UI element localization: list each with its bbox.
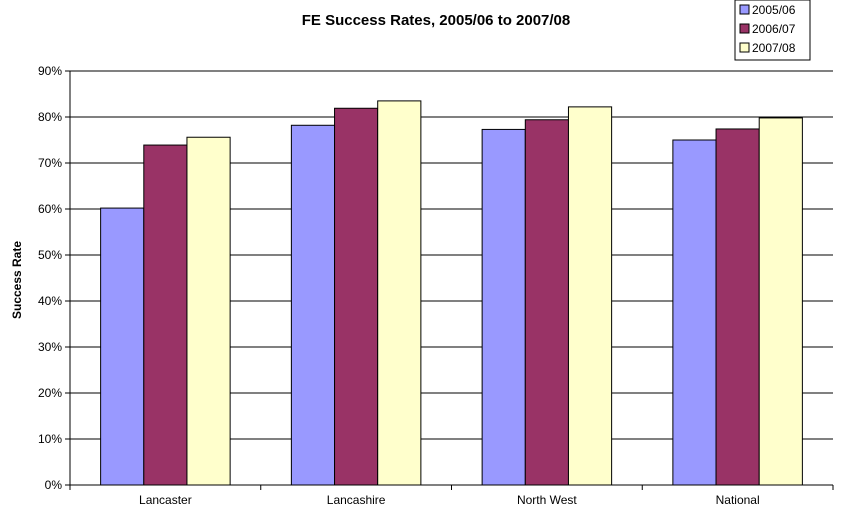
- y-tick-label: 60%: [38, 202, 62, 216]
- y-tick-label: 70%: [38, 156, 62, 170]
- bar-2007-08-north-west: [567, 106, 613, 486]
- bar-2006-07-lancaster: [143, 144, 188, 486]
- legend-label: 2007/08: [752, 41, 796, 55]
- y-tick-label: 20%: [38, 386, 62, 400]
- y-tick-label: 40%: [38, 294, 62, 308]
- legend-label: 2006/07: [752, 22, 796, 36]
- bar-2006-07-national: [715, 128, 760, 486]
- bar-2007-08-national: [758, 117, 803, 486]
- bar-2005-06-lancashire: [290, 124, 336, 486]
- bar-2005-06-national: [672, 139, 717, 486]
- x-tick-label: Lancaster: [139, 493, 192, 507]
- axes: [65, 70, 834, 490]
- y-tick-label: 30%: [38, 340, 62, 354]
- bar-2006-07-lancashire: [334, 107, 379, 486]
- legend-swatch: [739, 4, 750, 15]
- bar-2007-08-lancashire: [377, 100, 422, 486]
- chart-title: FE Success Rates, 2005/06 to 2007/08: [302, 12, 571, 29]
- legend-swatch: [739, 42, 750, 53]
- legend: 2005/06 2006/07 2007/08: [734, 0, 811, 61]
- y-tick-label: 80%: [38, 110, 62, 124]
- x-tick-label: North West: [517, 493, 577, 507]
- x-tick-label: National: [716, 493, 760, 507]
- bar-2005-06-lancaster: [100, 207, 145, 486]
- y-tick-label: 0%: [45, 478, 63, 492]
- bars: [100, 100, 803, 486]
- bar-2007-08-lancaster: [186, 136, 231, 486]
- x-tick-label: Lancashire: [327, 493, 386, 507]
- x-tick-labels: Lancaster Lancashire North West National: [139, 493, 760, 507]
- y-tick-label: 50%: [38, 248, 62, 262]
- y-tick-label: 10%: [38, 432, 62, 446]
- bar-2006-07-north-west: [524, 119, 569, 486]
- legend-label: 2005/06: [752, 3, 796, 17]
- legend-swatch: [739, 23, 750, 34]
- bar-2005-06-north-west: [481, 128, 526, 486]
- y-tick-label: 90%: [38, 64, 62, 78]
- y-tick-labels: 0% 10% 20% 30% 40% 50% 60% 70% 80% 90%: [38, 64, 62, 492]
- y-axis-label: Success Rate: [10, 241, 24, 319]
